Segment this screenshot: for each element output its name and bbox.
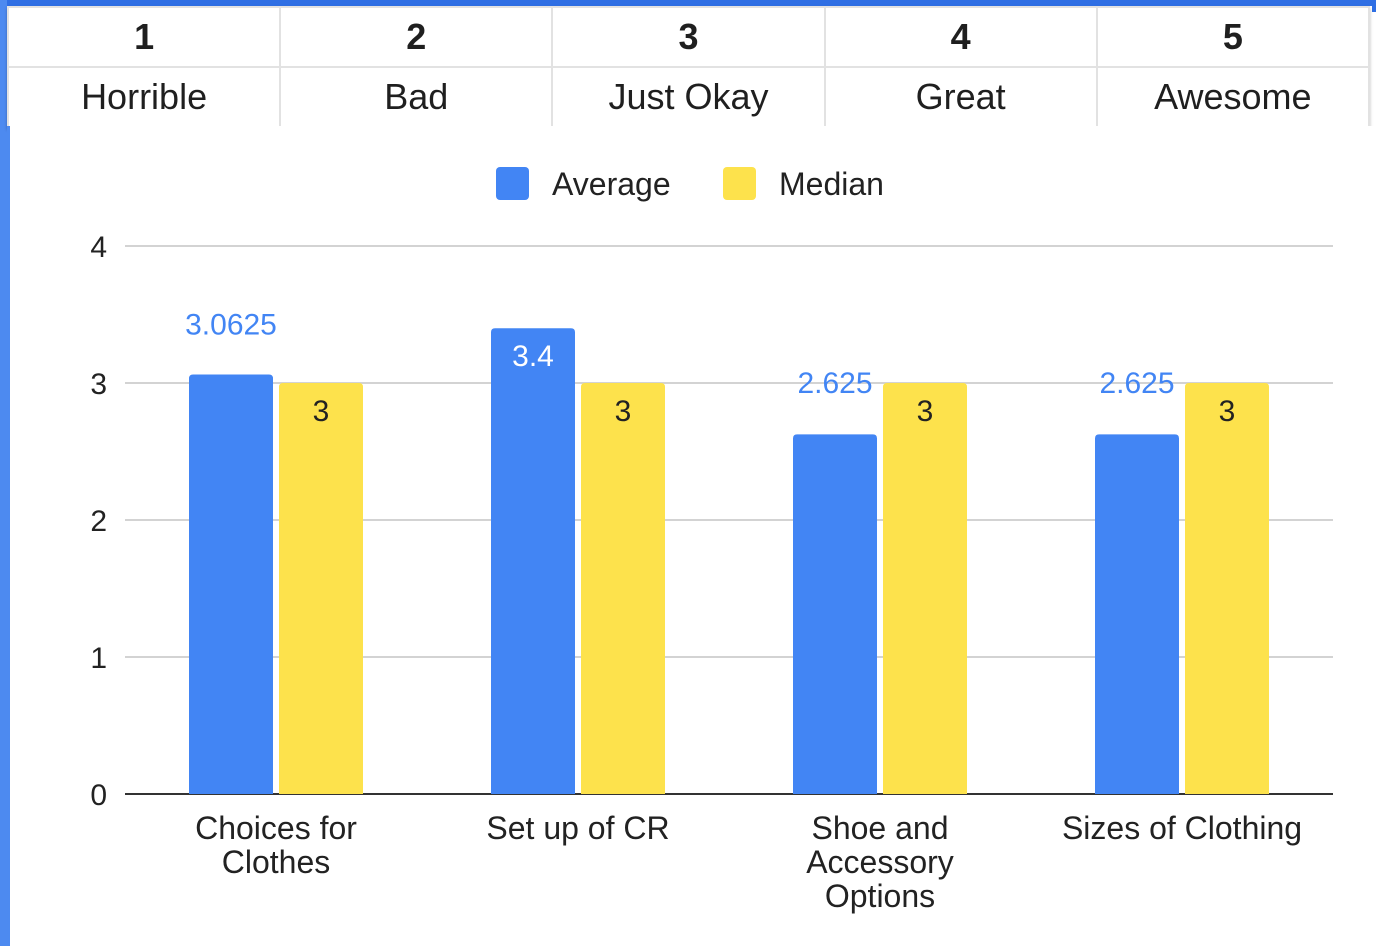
rating-number-cell: 5	[1095, 6, 1371, 68]
x-tick-label: Options	[825, 878, 935, 914]
x-tick-label: Sizes of Clothing	[1062, 810, 1302, 846]
rating-number-cell: 4	[823, 6, 1098, 68]
rating-label-cell: Just Okay	[551, 66, 826, 128]
rating-label-cell: Bad	[279, 66, 554, 128]
data-label-median: 3	[917, 395, 934, 428]
window-top-border	[0, 0, 1376, 6]
rating-label-cell: Great	[823, 66, 1098, 128]
data-label-average: 3.4	[512, 340, 554, 373]
rating-label-cell: Horrible	[6, 66, 282, 128]
window-right-corner	[1372, 0, 1376, 12]
rating-number-cell: 3	[551, 6, 826, 68]
legend-label-average: Average	[552, 166, 671, 202]
data-label-median: 3	[615, 395, 632, 428]
bar-median	[581, 383, 665, 794]
bar-average	[491, 328, 575, 794]
data-label-average: 2.625	[797, 367, 872, 400]
bar-median	[1185, 383, 1269, 794]
bar-average	[793, 434, 877, 794]
x-tick-label: Set up of CR	[486, 810, 669, 846]
legend-label-median: Median	[779, 166, 884, 202]
legend-swatch-average	[496, 167, 529, 200]
rating-number-cell: 2	[279, 6, 554, 68]
rating-number-cell: 1	[6, 6, 282, 68]
bar-median	[883, 383, 967, 794]
rating-label-row: Horrible Bad Just Okay Great Awesome	[6, 66, 1371, 128]
bar-median	[279, 383, 363, 794]
x-tick-label: Accessory	[806, 844, 954, 880]
x-tick-label: Clothes	[222, 844, 331, 880]
x-tick-label: Shoe and	[811, 810, 948, 846]
bar-average	[189, 374, 273, 794]
legend-swatch-median	[723, 167, 756, 200]
y-tick-label: 2	[90, 505, 107, 538]
bar-chart: 0 1 2 3 4 Average Median 3.0625 3 Choices forClot…	[90, 166, 1333, 914]
rating-label-cell: Awesome	[1095, 66, 1371, 128]
y-tick-label: 0	[90, 779, 107, 812]
rating-number-row: 1 2 3 4 5	[6, 6, 1371, 68]
data-label-median: 3	[1219, 395, 1236, 428]
rating-scale-table: 1 2 3 4 5 Horrible Bad Just Okay Great A…	[6, 6, 1371, 128]
y-tick-label: 1	[90, 642, 107, 675]
data-label-average: 3.0625	[185, 308, 277, 341]
y-tick-label: 4	[90, 231, 107, 264]
chart-panel: 0 1 2 3 4 Average Median 3.0625 3 Choices for Clot…	[7, 126, 1376, 946]
y-tick-label: 3	[90, 368, 107, 401]
bar-average	[1095, 434, 1179, 794]
x-tick-label: Choices for	[195, 810, 357, 846]
data-label-average: 2.625	[1099, 367, 1174, 400]
data-label-median: 3	[313, 395, 330, 428]
window-left-border	[0, 0, 7, 946]
